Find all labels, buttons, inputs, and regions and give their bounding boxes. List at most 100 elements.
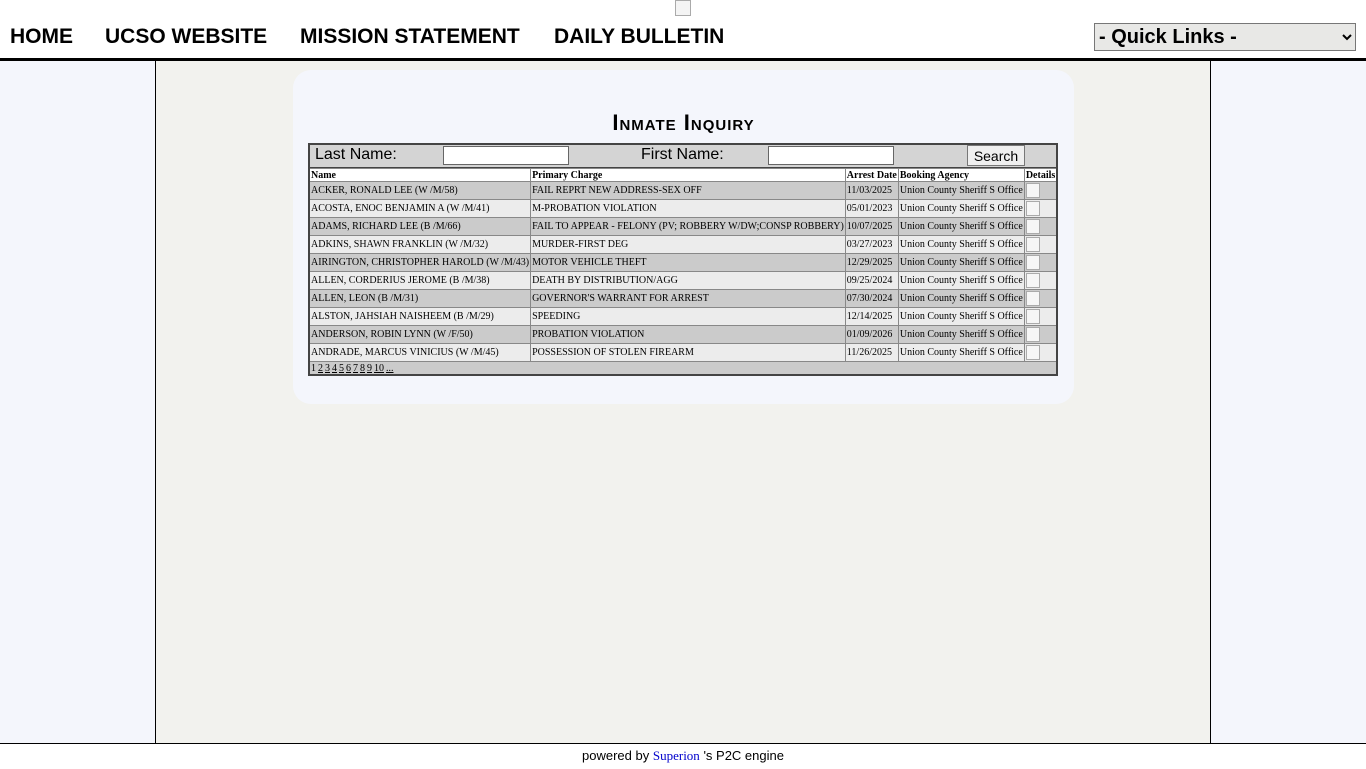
table-cell: ALLEN, LEON (B /M/31): [308, 289, 532, 308]
nav-bar: HOME UCSO WEBSITE MISSION STATEMENT DAIL…: [0, 0, 1366, 61]
table-cell: PROBATION VIOLATION: [530, 325, 846, 344]
details-icon[interactable]: [1025, 273, 1040, 288]
table-row: ALLEN, CORDERIUS JEROME (B /M/38) DEATH B…: [308, 271, 1058, 290]
details-cell: [1023, 235, 1058, 254]
footer: powered by Superion 's P2C engine: [0, 743, 1366, 769]
table-cell: ACKER, RONALD LEE (W /M/58): [308, 181, 532, 200]
page-link[interactable]: 6: [346, 362, 351, 374]
table-row: ANDERSON, ROBIN LYNN (W /F/50) PROBATION …: [308, 325, 1058, 344]
table-cell: 11/26/2025: [844, 343, 899, 362]
table-cell: 09/25/2024: [844, 271, 899, 290]
table-row: ADKINS, SHAWN FRANKLIN (W /M/32) MURDER-F…: [308, 235, 1058, 254]
table-row: ADAMS, RICHARD LEE (B /M/66) FAIL TO APPE…: [308, 217, 1058, 236]
table-row: ALLEN, LEON (B /M/31) GOVERNOR'S WARRANT …: [308, 289, 1058, 308]
table-cell: 07/30/2024: [844, 289, 899, 308]
table-row: ACOSTA, ENOC BENJAMIN A (W /M/41) M-PROBA…: [308, 199, 1058, 218]
table-cell: MURDER-FIRST DEG: [530, 235, 846, 254]
table-cell: SPEEDING: [530, 307, 846, 326]
first-name-input[interactable]: [768, 146, 894, 165]
table-cell: Union County Sheriff S Office: [897, 289, 1025, 308]
table-cell: ALLEN, CORDERIUS JEROME (B /M/38): [308, 271, 532, 290]
page-current: 1: [311, 362, 316, 374]
table-cell: Union County Sheriff S Office: [897, 343, 1025, 362]
details-cell: [1023, 181, 1058, 200]
table-cell: ADKINS, SHAWN FRANKLIN (W /M/32): [308, 235, 532, 254]
column-header: Name: [308, 168, 532, 182]
last-name-label: Last Name:: [315, 146, 397, 163]
table-cell: Union County Sheriff S Office: [897, 235, 1025, 254]
footer-text: 's P2C engine: [703, 748, 784, 763]
pager-cell: 1 2 3 4 5 6 7 8 9 10...: [308, 361, 1058, 376]
table-cell: 05/01/2023: [844, 199, 899, 218]
page-link[interactable]: 7: [353, 362, 358, 374]
details-cell: [1023, 253, 1058, 272]
details-cell: [1023, 307, 1058, 326]
search-bar: Last Name: First Name: Search: [308, 143, 1058, 169]
table-cell: 11/03/2025: [844, 181, 899, 200]
table-row: AIRINGTON, CHRISTOPHER HAROLD (W /M/43) M…: [308, 253, 1058, 272]
table-cell: Union County Sheriff S Office: [897, 271, 1025, 290]
search-button[interactable]: Search: [967, 145, 1025, 166]
last-name-input[interactable]: [443, 146, 569, 165]
table-cell: 12/14/2025: [844, 307, 899, 326]
first-name-label: First Name:: [641, 146, 724, 163]
table-cell: M-PROBATION VIOLATION: [530, 199, 846, 218]
table-cell: Union County Sheriff S Office: [897, 217, 1025, 236]
details-cell: [1023, 325, 1058, 344]
table-cell: Union County Sheriff S Office: [897, 307, 1025, 326]
footer-link[interactable]: Superion: [652, 748, 700, 763]
table-cell: DEATH BY DISTRIBUTION/AGG: [530, 271, 846, 290]
details-icon[interactable]: [1025, 255, 1040, 270]
page-link[interactable]: ...: [386, 362, 394, 374]
details-icon[interactable]: [1025, 309, 1040, 324]
nav-link[interactable]: HOME: [10, 25, 73, 48]
page-link[interactable]: 10: [374, 362, 384, 374]
details-icon[interactable]: [1025, 291, 1040, 306]
page-link[interactable]: 4: [332, 362, 337, 374]
table-cell: FAIL TO APPEAR - FELONY (PV; ROBBERY W/D…: [530, 217, 846, 236]
table-cell: 03/27/2023: [844, 235, 899, 254]
details-cell: [1023, 343, 1058, 362]
details-cell: [1023, 199, 1058, 218]
nav-link[interactable]: MISSION STATEMENT: [300, 25, 520, 48]
details-icon[interactable]: [1025, 237, 1040, 252]
table-cell: ANDERSON, ROBIN LYNN (W /F/50): [308, 325, 532, 344]
column-header: Details: [1023, 168, 1058, 182]
details-icon[interactable]: [1025, 327, 1040, 342]
nav-link[interactable]: DAILY BULLETIN: [554, 25, 725, 48]
table-cell: POSSESSION OF STOLEN FIREARM: [530, 343, 846, 362]
nav-link[interactable]: UCSO WEBSITE: [105, 25, 268, 48]
table-row: ANDRADE, MARCUS VINICIUS (W /M/45) POSSES…: [308, 343, 1058, 362]
details-icon[interactable]: [1025, 345, 1040, 360]
page-link[interactable]: 9: [367, 362, 372, 374]
header-row: Name Primary Charge Arrest Date Booking Age…: [308, 168, 1058, 182]
table-cell: 12/29/2025: [844, 253, 899, 272]
page-link[interactable]: 5: [339, 362, 344, 374]
page-link[interactable]: 8: [360, 362, 365, 374]
column-header: Booking Agency: [897, 168, 1025, 182]
table-cell: Union County Sheriff S Office: [897, 199, 1025, 218]
details-icon[interactable]: [1025, 183, 1040, 198]
page-link[interactable]: 2: [318, 362, 323, 374]
column-header: Primary Charge: [530, 168, 846, 182]
inquiry-panel: Inmate Inquiry Last Name: First Name: Se…: [293, 70, 1074, 404]
header-image: [675, 0, 691, 16]
table-body: ACKER, RONALD LEE (W /M/58) FAIL REPRT NE…: [308, 181, 1058, 376]
right-column: [1210, 61, 1366, 743]
details-cell: [1023, 289, 1058, 308]
table-cell: ALSTON, JAHSIAH NAISHEEM (B /M/29): [308, 307, 532, 326]
details-icon[interactable]: [1025, 219, 1040, 234]
details-icon[interactable]: [1025, 201, 1040, 216]
table-cell: AIRINGTON, CHRISTOPHER HAROLD (W /M/43): [308, 253, 532, 272]
quick-links-select[interactable]: - Quick Links -: [1094, 23, 1356, 51]
page-link[interactable]: 3: [325, 362, 330, 374]
results-table: Name Primary Charge Arrest Date Booking Age…: [308, 168, 1059, 376]
table-cell: Union County Sheriff S Office: [897, 325, 1025, 344]
table-row: ACKER, RONALD LEE (W /M/58) FAIL REPRT NE…: [308, 181, 1058, 200]
table-cell: ADAMS, RICHARD LEE (B /M/66): [308, 217, 532, 236]
table-cell: GOVERNOR'S WARRANT FOR ARREST: [530, 289, 846, 308]
table-cell: ACOSTA, ENOC BENJAMIN A (W /M/41): [308, 199, 532, 218]
pager-row: 1 2 3 4 5 6 7 8 9 10...: [308, 361, 1058, 376]
